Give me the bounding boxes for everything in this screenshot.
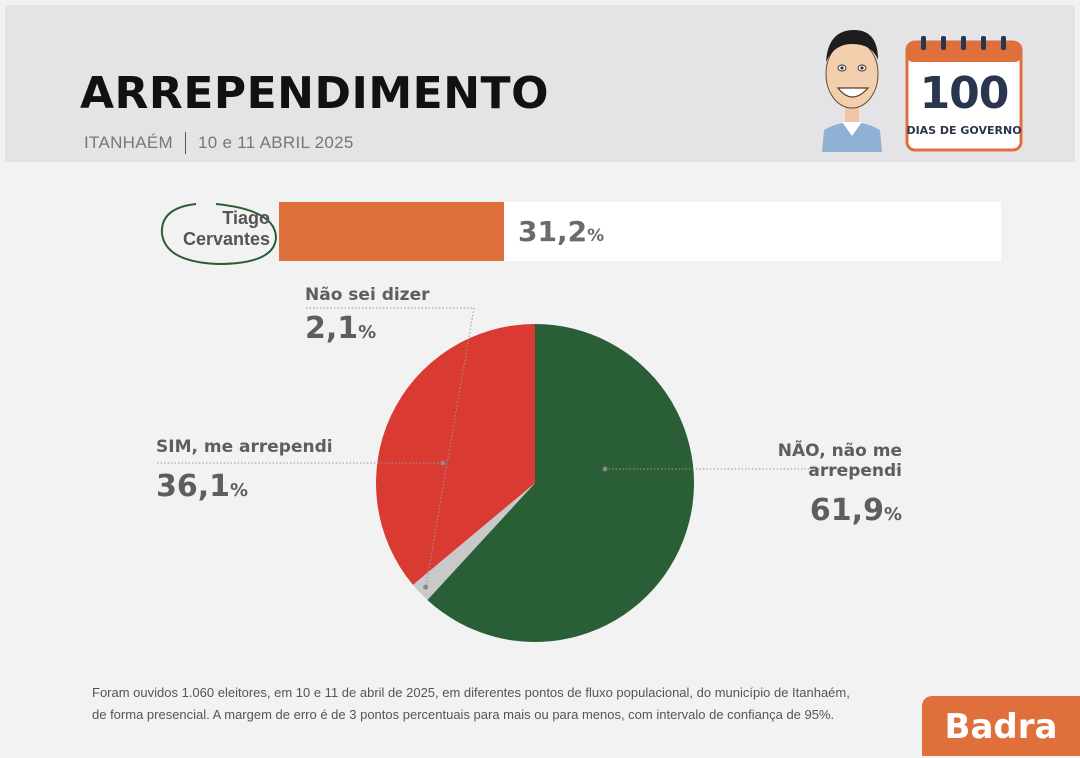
candidate-name: Tiago Cervantes	[160, 208, 270, 250]
slice-sim	[375, 324, 535, 585]
nao-sei-leader-line	[306, 307, 475, 588]
slice-label-nao-name: NÃO, não me arrependi	[777, 441, 902, 481]
label-nao: NÃO, não me arrependi 61,9%	[720, 441, 902, 528]
page-title: ARREPENDIMENTO	[80, 68, 549, 119]
sim-value-unit: %	[230, 480, 249, 501]
calendar-badge: 100 DIAS DE GOVERNO	[905, 36, 1023, 152]
approval-bar-value: 31,2%	[518, 215, 604, 248]
nao-value-unit: %	[883, 504, 902, 525]
candidate-name-line1: Tiago	[222, 208, 270, 228]
slice-label-nao-value: 61,9%	[720, 493, 902, 528]
label-sim: SIM, me arrependi 36,1%	[156, 437, 333, 504]
approval-value-unit: %	[587, 226, 605, 246]
approval-bar-fill	[279, 202, 505, 261]
nao-sei-value-number: 2,1	[305, 311, 359, 346]
brand-logo: Badra	[922, 696, 1080, 756]
methodology-note: Foram ouvidos 1.060 eleitores, em 10 e 1…	[92, 682, 852, 726]
subtitle: ITANHAÉM 10 e 11 ABRIL 2025	[84, 132, 354, 154]
location-label: ITANHAÉM	[84, 133, 173, 152]
nao-sei-leader-dot	[423, 584, 429, 590]
approval-value-number: 31,2	[518, 215, 588, 248]
subtitle-divider	[184, 132, 186, 154]
nao-value-number: 61,9	[809, 493, 884, 528]
methodology-line2: de forma presencial. A margem de erro é …	[92, 707, 835, 722]
candidate-name-line2: Cervantes	[182, 229, 270, 249]
date-label: 10 e 11 ABRIL 2025	[197, 133, 354, 152]
nao-sei-value-unit: %	[358, 322, 377, 343]
badge-number: 100	[919, 68, 1010, 119]
slice-label-sim-value: 36,1%	[156, 469, 333, 504]
methodology-line1: Foram ouvidos 1.060 eleitores, em 10 e 1…	[92, 685, 850, 700]
slice-label-nao-sei-name: Não sei dizer	[305, 285, 430, 305]
sim-leader-dot	[440, 460, 446, 466]
slice-label-sim-name: SIM, me arrependi	[156, 437, 333, 457]
header-band	[5, 5, 1075, 162]
calendar-icon	[905, 36, 1023, 152]
badge-text: DIAS DE GOVERNO	[906, 124, 1022, 137]
candidate-circle-mark	[160, 203, 278, 266]
caricature-avatar	[822, 30, 882, 152]
slice-nao	[427, 324, 694, 642]
slice-nao-sei	[412, 483, 535, 601]
slice-label-nao-sei-value: 2,1%	[305, 311, 430, 346]
nao-leader-dot	[602, 466, 608, 472]
sim-value-number: 36,1	[156, 469, 231, 504]
label-nao-sei: Não sei dizer 2,1%	[305, 285, 430, 346]
